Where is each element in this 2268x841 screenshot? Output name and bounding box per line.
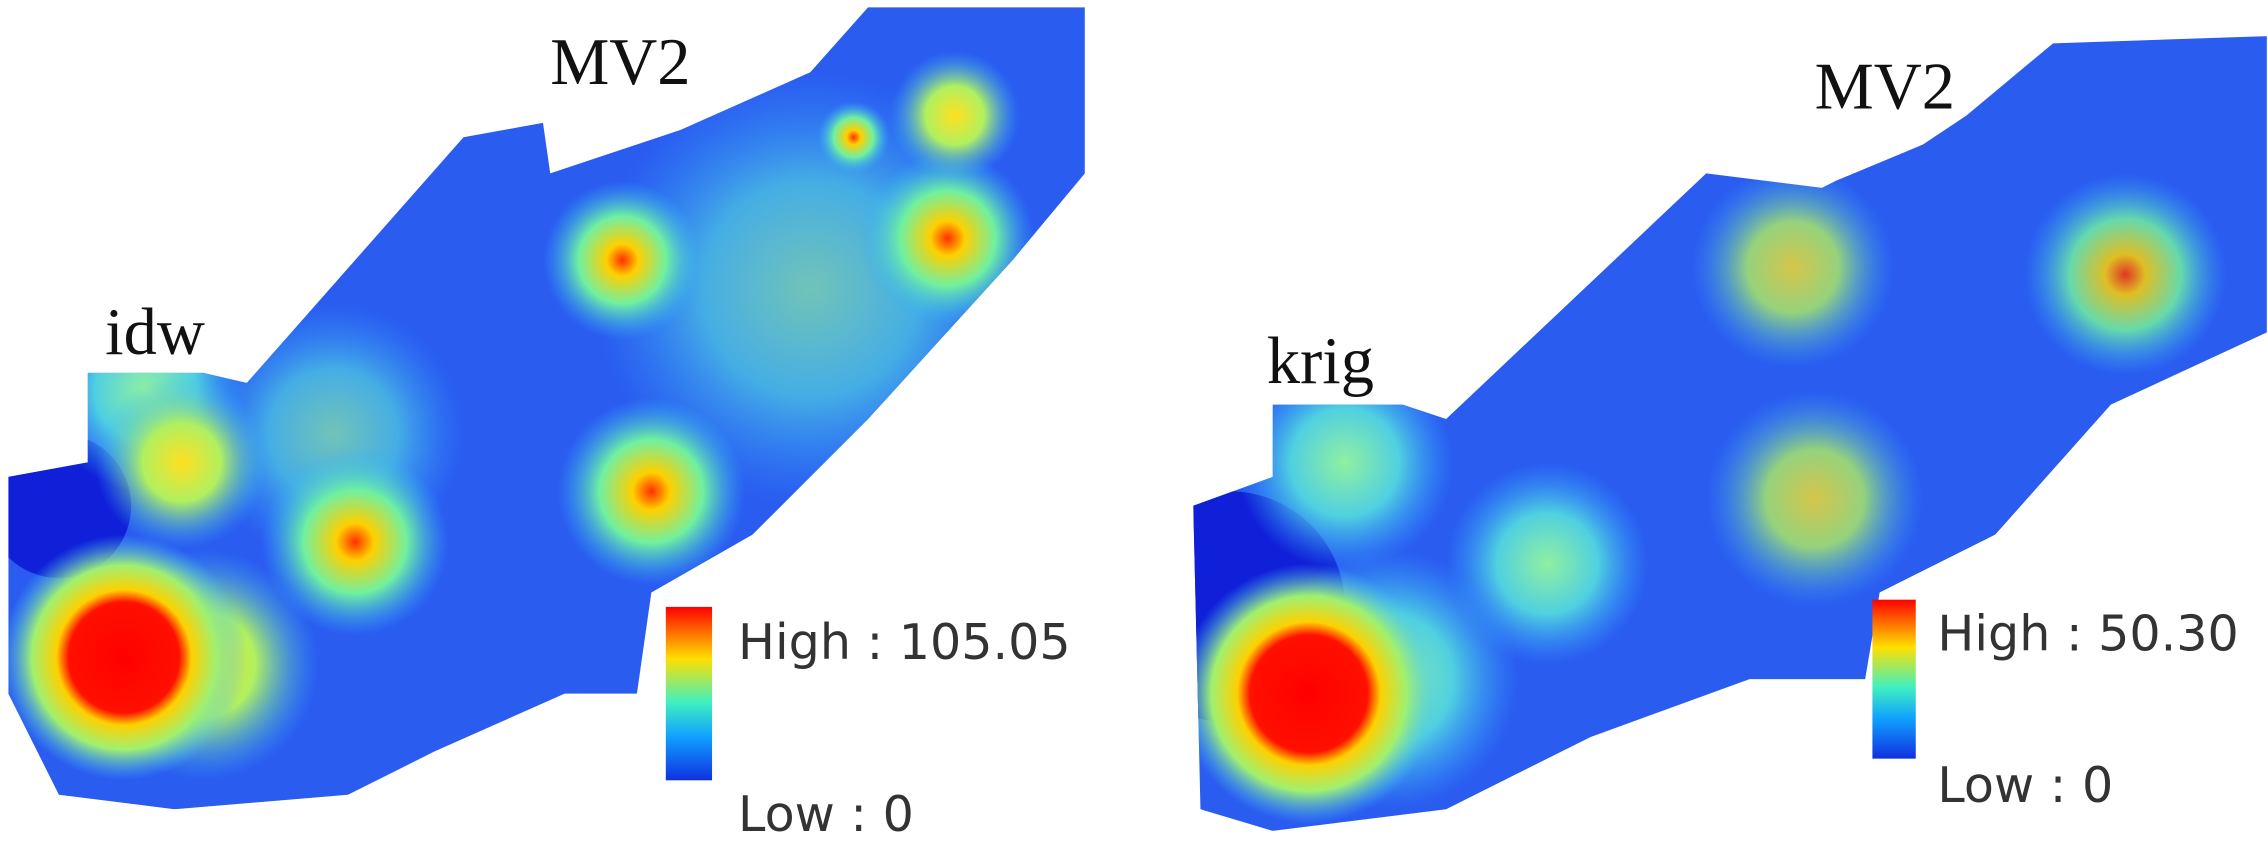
variable-label: MV2 [550,26,690,99]
legend-low: Low : 0 [738,785,914,841]
color-bar [665,606,713,781]
variable-label: MV2 [1815,50,1955,123]
idw-map [8,7,1085,810]
method-label: krig [1267,325,1374,398]
method-label: idw [105,296,205,369]
legend-high: High : 105.05 [738,613,1071,671]
color-bar [1872,599,1916,759]
legend-low: Low : 0 [1937,756,2113,814]
krig-map [1193,36,2267,831]
legend-high: High : 50.30 [1937,604,2238,662]
